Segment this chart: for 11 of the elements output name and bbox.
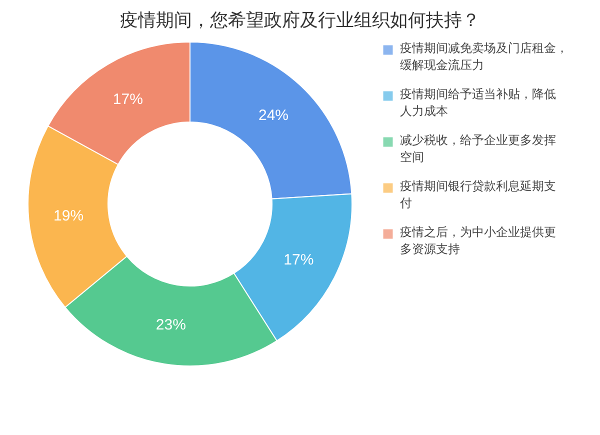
data-label: 17% <box>284 251 314 268</box>
legend-label: 疫情之后，为中小企业提供更多资源支持 <box>400 225 556 256</box>
data-label: 17% <box>112 90 143 108</box>
legend-label: 减少税收，给予企业更多发挥空间 <box>400 133 556 164</box>
legend-label: 疫情期间银行贷款利息延期支付 <box>399 179 556 210</box>
data-label: 24% <box>258 107 289 124</box>
chart-title: 疫情期间，您希望政府及行业组织如何扶持？ <box>120 10 480 30</box>
legend-label: 疫情期间减免卖场及门店租金，缓解现金流压力 <box>400 41 568 72</box>
data-label: 19% <box>54 207 84 224</box>
legend-label: 疫情期间给予适当补贴，降低人力成本 <box>400 87 556 118</box>
data-label: 23% <box>156 316 186 334</box>
